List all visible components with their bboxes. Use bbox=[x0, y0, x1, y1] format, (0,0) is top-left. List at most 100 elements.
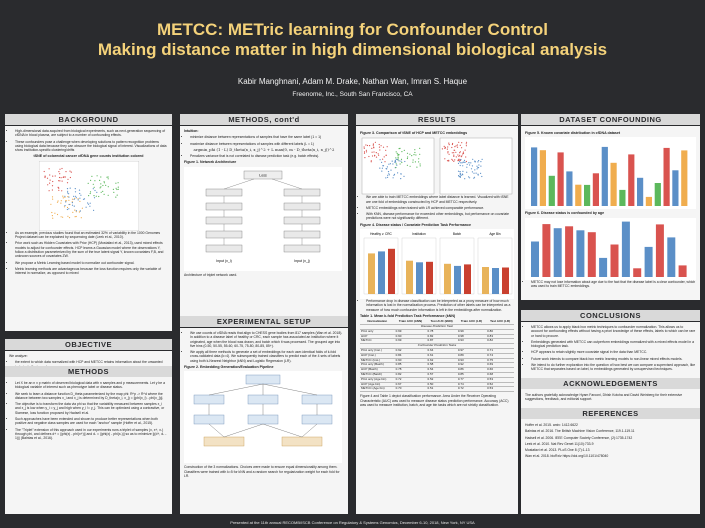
scatter-point bbox=[104, 184, 106, 186]
scatter-point bbox=[46, 177, 48, 179]
scatter-point bbox=[66, 192, 68, 194]
scatter-point bbox=[406, 164, 408, 167]
scatter-point bbox=[414, 149, 416, 151]
scatter-point bbox=[77, 199, 79, 201]
scatter-point bbox=[89, 192, 91, 194]
scatter-point bbox=[393, 174, 396, 176]
performance-bar bbox=[406, 260, 413, 295]
column-1: BACKGROUND High-dimensional data acquire… bbox=[5, 110, 172, 514]
scatter-point bbox=[82, 198, 84, 200]
scatter-point bbox=[89, 179, 91, 181]
ack-header: ACKNOWLEDGEMENTS bbox=[521, 378, 700, 389]
scatter-point bbox=[447, 152, 449, 154]
scatter-point bbox=[447, 151, 449, 153]
scatter-point bbox=[461, 147, 463, 149]
scatter-point bbox=[369, 145, 371, 147]
distribution-bar bbox=[678, 264, 687, 277]
scatter-point bbox=[399, 148, 401, 150]
scatter-point bbox=[57, 170, 59, 172]
scatter-point bbox=[395, 159, 397, 161]
reference: Mostafavi et al. 2013. PLoS One 8 (7):1-… bbox=[525, 448, 590, 453]
table-cell: 0.77 bbox=[456, 377, 487, 383]
scatter-point bbox=[457, 158, 459, 161]
column-3: RESULTS Figure 3. Comparison of tSNE of … bbox=[356, 110, 518, 514]
scatter-point bbox=[93, 179, 95, 182]
scatter-point bbox=[371, 148, 373, 150]
table-cell: 0.87 bbox=[426, 339, 457, 345]
scatter-point bbox=[67, 207, 69, 210]
scatter-point bbox=[99, 187, 101, 189]
scatter-point bbox=[117, 181, 119, 184]
scatter-point bbox=[379, 149, 381, 151]
table-cell: METCC (Age bin) bbox=[360, 387, 395, 393]
methods-contd-panel: Intuition: minimize distance between rep… bbox=[180, 126, 348, 317]
results-bullet: We are able to train METCC embeddings wh… bbox=[366, 195, 514, 204]
table-cell: HCP (Inst.) bbox=[360, 353, 395, 359]
scatter-point bbox=[85, 206, 87, 208]
experimental-bullet: We use counts of cfDNA reads that align … bbox=[190, 331, 344, 348]
scatter-point bbox=[465, 156, 467, 158]
scatter-point bbox=[477, 161, 479, 163]
scatter-point bbox=[50, 211, 52, 213]
scatter-point bbox=[60, 199, 62, 202]
table-row: HCP (Inst.) 0.84 0.61 0.89 0.74 bbox=[360, 353, 514, 359]
scatter-point bbox=[103, 180, 105, 183]
table-cell: 0.67 bbox=[394, 382, 427, 388]
scatter-point bbox=[403, 176, 405, 178]
conclusion-bullet: Embeddings generated with METCC can outp… bbox=[531, 340, 696, 349]
scatter-point bbox=[477, 173, 479, 176]
scatter-point bbox=[93, 196, 95, 199]
distribution-bar bbox=[539, 150, 546, 207]
scatter-point bbox=[453, 152, 455, 154]
scatter-point bbox=[66, 187, 68, 189]
scatter-point bbox=[463, 161, 465, 164]
scatter-point bbox=[75, 196, 77, 199]
scatter-point bbox=[382, 165, 385, 167]
scatter-point bbox=[372, 143, 374, 145]
pipeline-diagram bbox=[184, 371, 342, 464]
scatter-point bbox=[117, 186, 119, 188]
scatter-point bbox=[379, 159, 381, 161]
scatter-point bbox=[455, 151, 457, 154]
table-cell: 0.50 bbox=[426, 382, 457, 388]
covariate-distribution-chart bbox=[525, 137, 696, 210]
scatter-point bbox=[67, 199, 69, 201]
network-architecture-diagram: Loss Input (x_i) Input (x_j) bbox=[184, 166, 342, 271]
scatter-point bbox=[458, 160, 460, 162]
authors: Kabir Manghnani, Adam M. Drake, Nathan W… bbox=[237, 77, 468, 86]
methods-panel: Let X be an n x p matrix of observed bio… bbox=[5, 378, 172, 514]
scatter-point bbox=[385, 154, 387, 157]
scatter-point bbox=[87, 203, 89, 205]
scatter-point bbox=[78, 200, 80, 202]
conclusion-bullet: METCC allows us to apply black box metri… bbox=[531, 325, 696, 338]
scatter-point bbox=[419, 148, 421, 150]
scatter-point bbox=[461, 142, 463, 144]
scatter-point bbox=[459, 155, 461, 157]
table-row: PCA only (Age bin) 0.72 0.52 0.77 0.53 bbox=[360, 377, 514, 383]
table-cell: 0.54 bbox=[426, 367, 457, 374]
scatter-point bbox=[69, 187, 71, 189]
scatter-point bbox=[101, 190, 103, 192]
scatter-point bbox=[459, 174, 461, 176]
scatter-point bbox=[382, 158, 384, 161]
table-cell: 0.58 bbox=[426, 363, 457, 369]
scatter-point bbox=[48, 174, 50, 176]
scatter-point bbox=[465, 143, 467, 145]
scatter-point bbox=[386, 146, 388, 148]
table-cell: 0.99 bbox=[456, 329, 487, 335]
scatter-point bbox=[412, 161, 414, 164]
scatter-point bbox=[73, 197, 75, 199]
conclusion-bullet: Future work intends to compare black box… bbox=[531, 357, 696, 361]
dataset-bullet: METCC may not lose information about age… bbox=[531, 280, 696, 289]
scatter-point bbox=[398, 154, 400, 156]
scatter-point bbox=[74, 195, 76, 197]
scatter-point bbox=[473, 172, 475, 175]
objective-header: OBJECTIVE bbox=[5, 339, 172, 350]
refs-header: REFERENCES bbox=[521, 408, 700, 419]
table-cell: 0.62 bbox=[426, 358, 457, 364]
table-cell: 0.80 bbox=[486, 329, 514, 335]
scatter-point bbox=[476, 165, 478, 168]
distribution-bar bbox=[654, 183, 661, 207]
tsne-figure-title: tSNE of colorectal cancer cfDNA gene cou… bbox=[33, 154, 144, 159]
